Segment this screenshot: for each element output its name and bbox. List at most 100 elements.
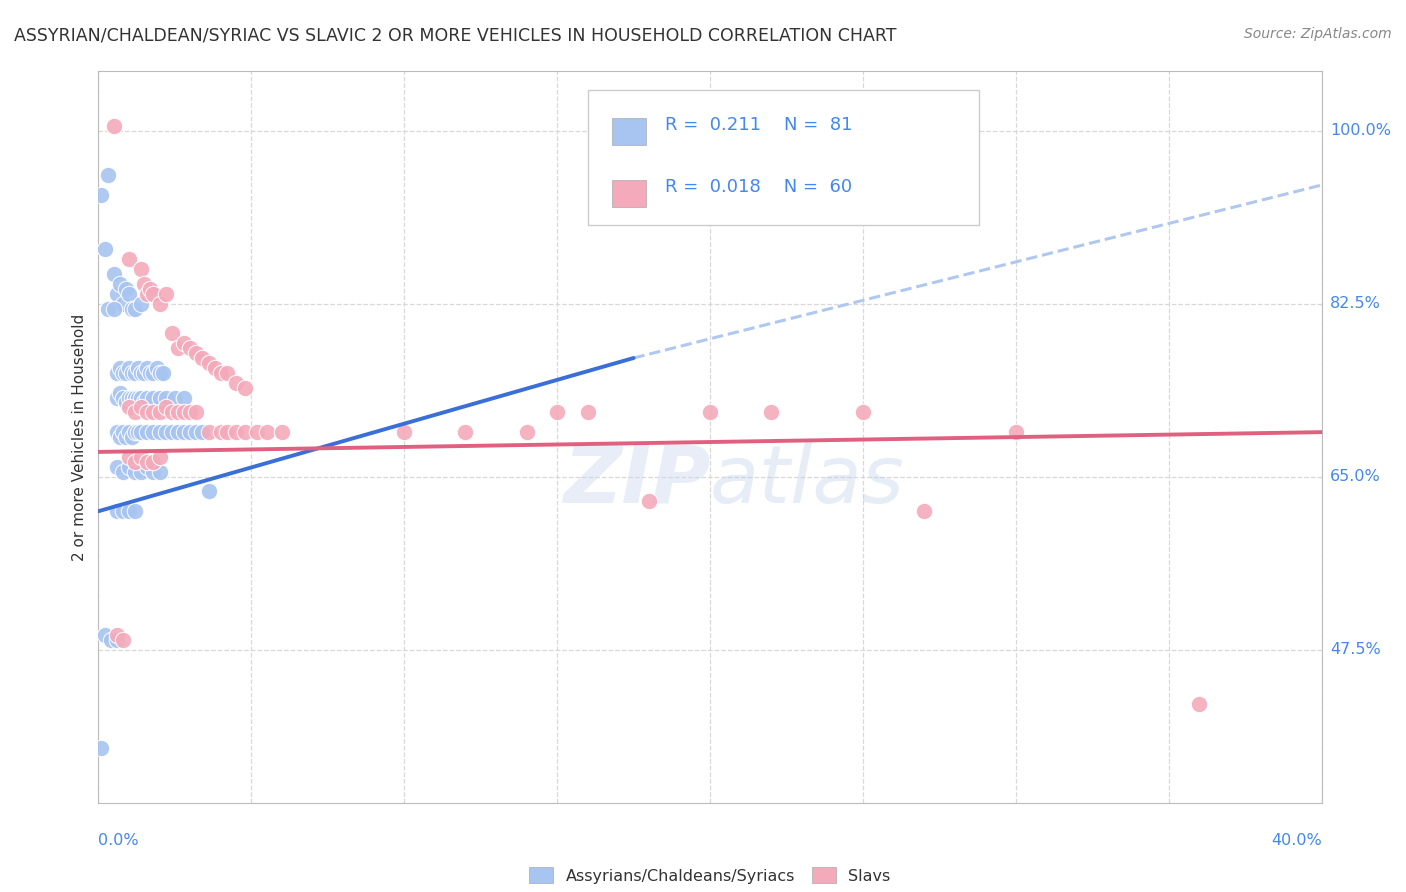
Point bbox=[454, 425, 477, 439]
Point bbox=[121, 366, 143, 380]
Point bbox=[152, 366, 174, 380]
Point bbox=[167, 341, 190, 355]
Point bbox=[115, 430, 138, 444]
Text: 65.0%: 65.0% bbox=[1330, 469, 1381, 484]
Point bbox=[173, 405, 195, 419]
Point bbox=[124, 504, 146, 518]
Point bbox=[129, 465, 152, 479]
Point bbox=[149, 405, 172, 419]
Point bbox=[97, 168, 120, 182]
Point bbox=[155, 401, 177, 415]
Point bbox=[108, 385, 131, 400]
Point bbox=[134, 395, 156, 409]
Point bbox=[160, 405, 183, 419]
Point bbox=[576, 405, 599, 419]
Point bbox=[118, 459, 141, 474]
Point bbox=[179, 425, 201, 439]
Point bbox=[186, 425, 208, 439]
Point bbox=[149, 296, 172, 310]
Point bbox=[142, 455, 165, 469]
Point bbox=[270, 425, 292, 439]
Point bbox=[149, 366, 172, 380]
Point bbox=[191, 425, 214, 439]
Point bbox=[142, 405, 165, 419]
Point bbox=[852, 405, 875, 419]
Point bbox=[204, 360, 226, 375]
Point bbox=[637, 494, 661, 508]
Point bbox=[90, 188, 112, 202]
Text: 82.5%: 82.5% bbox=[1330, 296, 1381, 311]
Point bbox=[121, 430, 143, 444]
Point bbox=[209, 425, 232, 439]
Point bbox=[124, 391, 146, 405]
Point bbox=[118, 286, 141, 301]
Text: ASSYRIAN/CHALDEAN/SYRIAC VS SLAVIC 2 OR MORE VEHICLES IN HOUSEHOLD CORRELATION C: ASSYRIAN/CHALDEAN/SYRIAC VS SLAVIC 2 OR … bbox=[14, 27, 897, 45]
Point bbox=[546, 405, 568, 419]
Point bbox=[134, 277, 156, 291]
Point bbox=[142, 391, 165, 405]
Point bbox=[149, 465, 172, 479]
Point bbox=[215, 425, 238, 439]
Point bbox=[108, 430, 131, 444]
Bar bbox=[612, 180, 647, 207]
Point bbox=[124, 465, 146, 479]
Point bbox=[155, 425, 177, 439]
Text: Source: ZipAtlas.com: Source: ZipAtlas.com bbox=[1244, 27, 1392, 41]
Point bbox=[93, 628, 115, 642]
Point bbox=[225, 376, 247, 390]
Point bbox=[136, 459, 159, 474]
Point bbox=[108, 360, 131, 375]
Point bbox=[134, 366, 156, 380]
Point bbox=[142, 366, 165, 380]
Point bbox=[1004, 425, 1026, 439]
Point bbox=[215, 366, 238, 380]
Text: 40.0%: 40.0% bbox=[1271, 833, 1322, 848]
Point bbox=[105, 286, 128, 301]
Point bbox=[129, 391, 152, 405]
Point bbox=[179, 341, 201, 355]
Point bbox=[197, 425, 219, 439]
Point bbox=[145, 360, 167, 375]
Point bbox=[136, 425, 159, 439]
Point bbox=[108, 277, 131, 291]
Point bbox=[136, 360, 159, 375]
Point bbox=[97, 301, 120, 316]
Point bbox=[111, 391, 134, 405]
Point bbox=[127, 425, 149, 439]
Point bbox=[233, 381, 256, 395]
Text: 47.5%: 47.5% bbox=[1330, 642, 1381, 657]
Point bbox=[167, 425, 190, 439]
Point bbox=[115, 395, 138, 409]
Point bbox=[121, 391, 143, 405]
Point bbox=[124, 405, 146, 419]
Point bbox=[127, 391, 149, 405]
Point bbox=[516, 425, 538, 439]
Point bbox=[149, 391, 172, 405]
Point bbox=[118, 401, 141, 415]
Point bbox=[699, 405, 721, 419]
Point bbox=[136, 405, 159, 419]
Point bbox=[912, 504, 935, 518]
Point bbox=[186, 346, 208, 360]
Point bbox=[111, 296, 134, 310]
Point bbox=[115, 282, 138, 296]
Point bbox=[103, 301, 125, 316]
Point bbox=[160, 425, 183, 439]
Point bbox=[129, 401, 152, 415]
Point bbox=[118, 504, 141, 518]
Point bbox=[121, 301, 143, 316]
Point bbox=[209, 366, 232, 380]
Point bbox=[105, 628, 128, 642]
Point bbox=[142, 425, 165, 439]
Point bbox=[129, 366, 152, 380]
Point bbox=[103, 119, 125, 133]
Point bbox=[105, 391, 128, 405]
Point bbox=[173, 391, 195, 405]
Point bbox=[160, 326, 183, 341]
Point bbox=[105, 366, 128, 380]
Point bbox=[142, 286, 165, 301]
Point bbox=[759, 405, 782, 419]
Point bbox=[233, 425, 256, 439]
Point bbox=[179, 405, 201, 419]
Point bbox=[1188, 697, 1211, 711]
